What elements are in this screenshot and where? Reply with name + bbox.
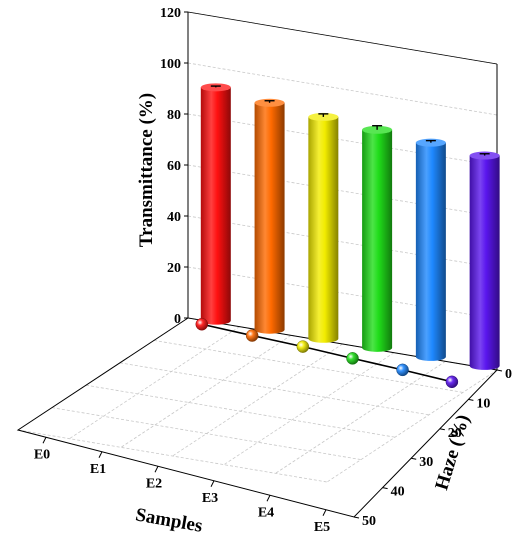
floor-frame: [16, 317, 498, 518]
haze-series: [195, 318, 459, 389]
haze-point-E0: [195, 318, 209, 331]
haze-point-E5: [445, 375, 459, 389]
floor-gridline: [69, 326, 240, 440]
haze-tick-label: 50: [362, 514, 376, 529]
haze-point-E2: [296, 340, 310, 353]
haze-tick-mark: [468, 398, 474, 401]
bar-E3: [362, 125, 393, 352]
x-tick-label: E0: [34, 447, 50, 462]
x-axis-title: Samples: [134, 504, 204, 536]
haze-tick-label: 0: [505, 367, 512, 382]
haze-tick-label: 30: [419, 455, 433, 470]
bar-body: [415, 142, 446, 361]
haze-tick-mark: [411, 457, 417, 460]
floor-gridline: [172, 343, 343, 457]
z-tick-label: 120: [160, 6, 181, 21]
x-tick-label: E4: [258, 505, 274, 520]
x-tick-mark: [210, 480, 215, 487]
haze-tick-label: 40: [391, 485, 405, 500]
bar-E2: [308, 112, 339, 343]
haze-axis-title: Haze (%): [431, 412, 474, 492]
back-wall-top: [187, 11, 498, 65]
haze-tick-label: 20: [448, 426, 462, 441]
grid-lines: [16, 11, 498, 518]
x-tick-label: E1: [90, 462, 106, 477]
bar-body: [200, 87, 231, 325]
x-tick-mark: [266, 495, 271, 502]
bar-E4: [415, 138, 446, 361]
haze-line: [201, 323, 453, 383]
x-tick-label: E5: [314, 520, 330, 535]
bar-body: [362, 129, 393, 352]
bar-E5: [469, 151, 500, 370]
bars: [200, 83, 500, 370]
x-tick-mark: [42, 437, 47, 444]
bar-E1: [254, 98, 285, 334]
z-axis-title: Transmittance (%): [136, 93, 157, 247]
haze-tick-mark: [353, 516, 360, 519]
x-tick-mark: [154, 466, 159, 473]
floor-gridline: [326, 369, 498, 483]
haze-tick-label: 10: [476, 396, 490, 411]
x-tick-mark: [98, 451, 103, 458]
z-tick-label: 80: [167, 108, 181, 123]
z-tick-label: 60: [167, 159, 181, 174]
x-tick-label: E2: [146, 476, 162, 491]
z-tick-label: 20: [167, 261, 181, 276]
floor-gridline: [17, 429, 328, 483]
x-tick-label: E3: [202, 491, 218, 506]
wall-gridline: [187, 215, 498, 269]
wall-gridline: [187, 62, 498, 116]
z-tick-label: 40: [167, 210, 181, 225]
floor-gridline: [275, 360, 446, 474]
bar-E0: [200, 83, 231, 325]
haze-point-E4: [396, 363, 409, 377]
haze-tick-mark: [496, 369, 503, 372]
floor-gridline: [223, 352, 395, 466]
tick-labels: 0 20 40 60 80 100 120 E0 E1 E2 E3 E4 E5 0 10 20 30 40 50: [34, 6, 512, 535]
bar-body: [308, 116, 339, 343]
wall-gridline: [187, 164, 498, 218]
z-tick-label: 100: [160, 57, 181, 72]
wall-gridline: [187, 266, 498, 320]
bar-body: [469, 155, 500, 370]
haze-tick-mark: [382, 487, 388, 490]
wall-gridline: [187, 113, 498, 167]
haze-point-E1: [245, 329, 259, 342]
haze-point-E3: [346, 352, 359, 365]
z-tick-label: 0: [174, 312, 181, 327]
x-tick-mark: [322, 509, 327, 516]
haze-tick-mark: [439, 428, 445, 431]
bar-body: [254, 102, 285, 334]
floor-gridline: [120, 334, 292, 448]
